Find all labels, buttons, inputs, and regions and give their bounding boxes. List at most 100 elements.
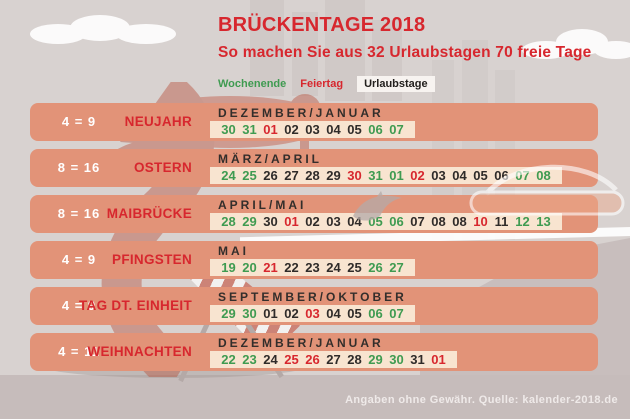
ratio-label: 4 = 9 [61, 252, 97, 267]
beach-band [0, 375, 630, 419]
legend-weekend: Wochenende [218, 78, 287, 90]
calendar-day: 02 [284, 306, 299, 321]
bridge-row-neujahr: 4 = 9 NEUJAHR DEZEMBER/JANUAR 30 31 01 02 03… [30, 103, 598, 141]
bridge-row-weihnachten: 4 = 11 WEIHNACHTEN DEZEMBER/JANUAR 22 23 2… [30, 333, 598, 371]
holiday-name: TAG DT. EINHEIT [78, 298, 192, 313]
calendar-day: 24 [263, 352, 278, 367]
calendar-day: 20 [242, 260, 257, 275]
month-label: DEZEMBER/JANUAR [218, 336, 384, 350]
calendar-day: 06 [389, 214, 404, 229]
calendar-day: 31 [368, 168, 383, 183]
calendar-day: 05 [473, 168, 488, 183]
cloud-icon [30, 15, 176, 44]
dates-strip: 24 25 26 27 28 29 30 31 01 02 03 04 05 06 07 08 [210, 167, 562, 184]
legend-holiday: Feiertag [300, 78, 344, 90]
header: BRÜCKENTAGE 2018 So machen Sie aus 32 Ur… [218, 14, 592, 92]
calendar-day: 04 [452, 168, 467, 183]
source-note: Angaben ohne Gewähr. Quelle: kalender-20… [345, 394, 618, 406]
calendar-day: 24 [221, 168, 236, 183]
holiday-name: MAIBRÜCKE [106, 206, 192, 221]
calendar-day: 30 [389, 352, 404, 367]
calendar-day: 22 [284, 260, 299, 275]
calendar-day: 23 [305, 260, 320, 275]
calendar-day: 01 [389, 168, 404, 183]
calendar-day: 07 [389, 306, 404, 321]
calendar-day: 01 [263, 306, 278, 321]
bridge-row-pfingsten: 4 = 9 PFINGSTEN MAI 19 20 21 22 23 24 25 26 27 [30, 241, 598, 279]
calendar-day: 25 [284, 352, 299, 367]
calendar-day: 04 [326, 122, 341, 137]
calendar-day: 28 [305, 168, 320, 183]
page-subtitle: So machen Sie aus 32 Urlaubstagen 70 fre… [218, 44, 592, 61]
calendar-day: 10 [473, 214, 488, 229]
calendar-day: 29 [221, 306, 236, 321]
calendar-day: 24 [326, 260, 341, 275]
calendar-day: 03 [326, 214, 341, 229]
calendar-day: 23 [242, 352, 257, 367]
ratio-label: 4 = 9 [61, 298, 97, 313]
holiday-name: WEIHNACHTEN [87, 344, 192, 359]
calendar-day: 30 [347, 168, 362, 183]
dates-strip: 30 31 01 02 03 04 05 06 07 [210, 121, 415, 138]
dates-strip: 22 23 24 25 26 27 28 29 30 31 01 [210, 351, 457, 368]
calendar-day: 29 [242, 214, 257, 229]
month-label: MÄRZ/APRIL [218, 152, 322, 166]
month-label: MAI [218, 244, 249, 258]
calendar-day: 03 [305, 306, 320, 321]
calendar-day: 08 [536, 168, 551, 183]
calendar-day: 07 [410, 214, 425, 229]
ratio-label: 4 = 11 [58, 344, 100, 359]
bridge-row-tag-dt-einheit: 4 = 9 TAG DT. EINHEIT SEPTEMBER/OKTOBER … [30, 287, 598, 325]
calendar-day: 29 [326, 168, 341, 183]
calendar-day: 01 [431, 352, 446, 367]
month-label: APRIL/MAI [218, 198, 307, 212]
page-title: BRÜCKENTAGE 2018 [218, 14, 426, 36]
calendar-day: 25 [347, 260, 362, 275]
car-illustration [469, 164, 625, 216]
calendar-day: 22 [221, 352, 236, 367]
calendar-day: 19 [221, 260, 236, 275]
dates-strip: 19 20 21 22 23 24 25 26 27 [210, 259, 415, 276]
calendar-day: 02 [305, 214, 320, 229]
month-label: SEPTEMBER/OKTOBER [218, 290, 407, 304]
calendar-day: 03 [431, 168, 446, 183]
calendar-day: 02 [410, 168, 425, 183]
holiday-name: PFINGSTEN [112, 252, 192, 267]
calendar-day: 28 [347, 352, 362, 367]
calendar-day: 01 [284, 214, 299, 229]
calendar-day: 06 [368, 306, 383, 321]
calendar-day: 27 [389, 260, 404, 275]
calendar-day: 29 [368, 352, 383, 367]
calendar-day: 26 [263, 168, 278, 183]
ratio-label: 4 = 9 [61, 114, 97, 129]
calendar-day: 31 [242, 122, 257, 137]
calendar-day: 26 [305, 352, 320, 367]
calendar-day: 30 [221, 122, 236, 137]
calendar-day: 06 [368, 122, 383, 137]
calendar-day: 02 [284, 122, 299, 137]
legend: Wochenende Feiertag Urlaubstage [218, 76, 592, 92]
calendar-day: 08 [452, 214, 467, 229]
month-label: DEZEMBER/JANUAR [218, 106, 384, 120]
dates-strip: 28 29 30 01 02 03 04 05 06 07 08 08 10 11 12 13 [210, 213, 562, 230]
calendar-day: 13 [536, 214, 551, 229]
calendar-day: 31 [410, 352, 425, 367]
calendar-day: 27 [326, 352, 341, 367]
calendar-day: 25 [242, 168, 257, 183]
calendar-day: 30 [263, 214, 278, 229]
calendar-day: 01 [263, 122, 278, 137]
calendar-day: 11 [494, 214, 509, 229]
cloud-icon [522, 29, 630, 59]
building-silhouette [250, 0, 284, 96]
calendar-day: 08 [431, 214, 446, 229]
calendar-day: 04 [326, 306, 341, 321]
calendar-day: 07 [389, 122, 404, 137]
calendar-day: 26 [368, 260, 383, 275]
holiday-name: OSTERN [133, 160, 192, 175]
calendar-day: 12 [515, 214, 530, 229]
calendar-day: 28 [221, 214, 236, 229]
holiday-name: NEUJAHR [124, 114, 192, 129]
ratio-label: 8 = 16 [57, 206, 101, 221]
legend-vacation: Urlaubstage [357, 76, 435, 92]
calendar-day: 05 [347, 122, 362, 137]
